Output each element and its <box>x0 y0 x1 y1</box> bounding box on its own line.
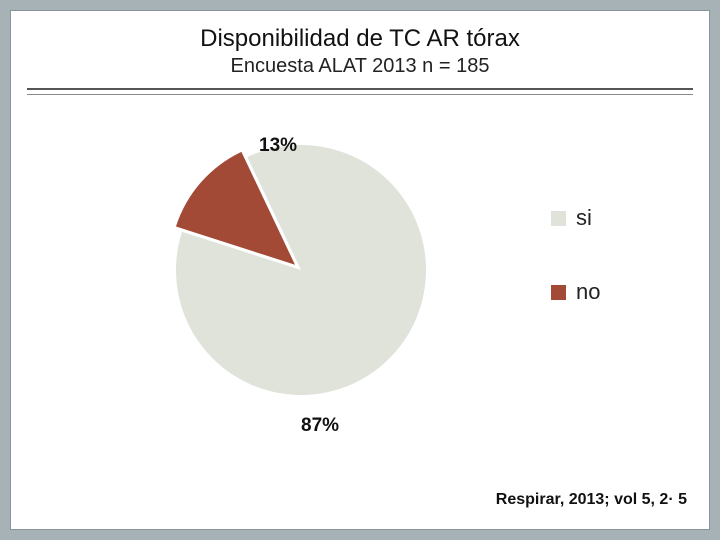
legend: si no <box>551 205 600 353</box>
header-rules <box>11 88 709 95</box>
slide-inner-frame: Disponibilidad de TC AR tórax Encuesta A… <box>10 10 710 530</box>
legend-item-si: si <box>551 205 600 231</box>
legend-swatch-si <box>551 211 566 226</box>
legend-label-no: no <box>576 279 600 305</box>
citation: Respirar, 2013; vol 5, 2· 5 <box>496 491 687 509</box>
pie-chart <box>176 145 426 395</box>
pct-label-no: 87% <box>301 415 339 437</box>
chart-area: 13% 87% si no <box>11 95 709 455</box>
rule-primary <box>27 88 693 90</box>
pie-svg <box>176 145 426 395</box>
slide-outer-frame: Disponibilidad de TC AR tórax Encuesta A… <box>0 0 720 540</box>
header: Disponibilidad de TC AR tórax Encuesta A… <box>11 11 709 78</box>
legend-swatch-no <box>551 285 566 300</box>
chart-subtitle: Encuesta ALAT 2013 n = 185 <box>11 55 709 78</box>
legend-item-no: no <box>551 279 600 305</box>
chart-title: Disponibilidad de TC AR tórax <box>11 25 709 53</box>
pct-label-si: 13% <box>259 135 297 157</box>
legend-label-si: si <box>576 205 592 231</box>
